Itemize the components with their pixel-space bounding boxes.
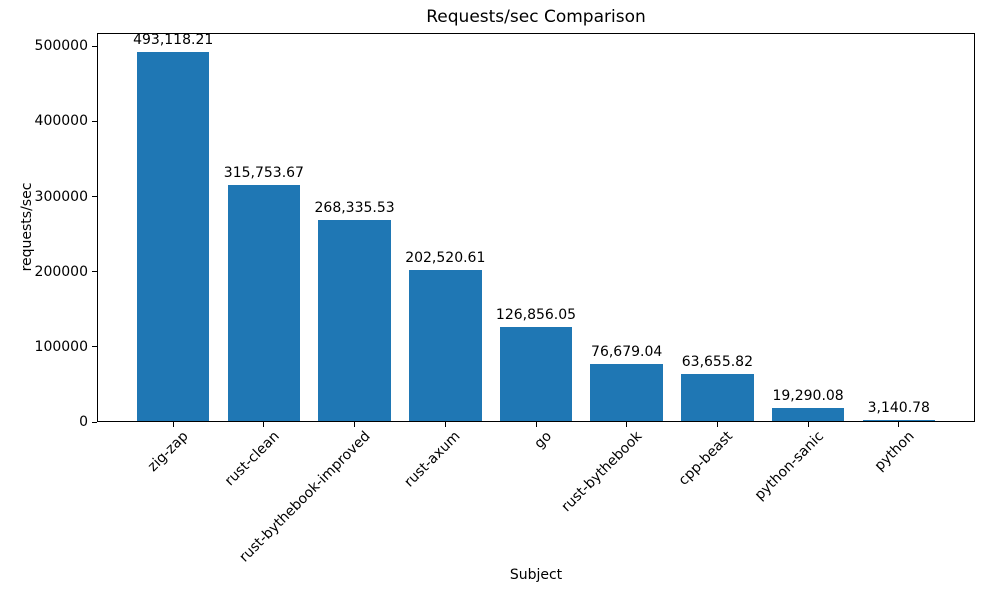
bar: [681, 374, 754, 421]
x-tick: [263, 422, 265, 427]
y-tick: [92, 196, 97, 198]
bar-value-label: 315,753.67: [223, 164, 304, 181]
x-tick-label: zig-zap: [145, 428, 192, 475]
x-tick: [444, 422, 446, 427]
x-tick-label: python-sanic: [751, 428, 827, 504]
chart-title: Requests/sec Comparison: [426, 7, 646, 27]
x-tick: [354, 422, 356, 427]
x-tick: [535, 422, 537, 427]
x-tick-label: go: [530, 428, 555, 452]
bar: [409, 269, 482, 421]
x-tick: [626, 422, 628, 427]
y-tick: [92, 346, 97, 348]
y-tick-label: 0: [79, 414, 88, 430]
bar: [318, 220, 391, 421]
bar-value-label: 493,118.21: [133, 31, 214, 48]
y-tick-label: 400000: [34, 113, 88, 130]
x-tick-label: cpp-beast: [675, 428, 737, 489]
x-tick: [172, 422, 174, 427]
y-tick-label: 300000: [34, 188, 88, 205]
bar-value-label: 19,290.08: [772, 387, 844, 404]
bar: [771, 407, 845, 421]
y-tick-label: 200000: [34, 263, 88, 280]
bar-value-label: 63,655.82: [681, 354, 754, 371]
bar-value-label: 268,335.53: [314, 200, 395, 217]
bar: [499, 326, 573, 421]
bar-value-label: 3,140.78: [867, 399, 930, 416]
y-tick: [92, 45, 97, 47]
y-tick: [92, 271, 97, 273]
x-tick-label: python: [871, 428, 918, 475]
bar-value-label: 126,856.05: [495, 306, 577, 323]
x-tick-label: rust-clean: [221, 428, 283, 490]
y-tick-label: 100000: [34, 338, 88, 355]
x-tick: [898, 422, 900, 427]
bar: [227, 184, 301, 421]
x-tick-label: rust-axum: [401, 428, 464, 491]
x-tick-label: rust-bythebook: [558, 428, 646, 516]
bar-value-label: 202,520.61: [405, 249, 486, 266]
bar: [590, 364, 663, 421]
x-axis-label: Subject: [509, 567, 563, 583]
y-tick-label: 500000: [34, 38, 88, 55]
x-tick: [716, 422, 718, 427]
bar: [136, 51, 210, 421]
x-tick: [807, 422, 809, 427]
bar: [862, 419, 936, 421]
y-tick: [92, 120, 97, 122]
y-tick: [92, 421, 97, 423]
bar-value-label: 76,679.04: [591, 344, 663, 361]
